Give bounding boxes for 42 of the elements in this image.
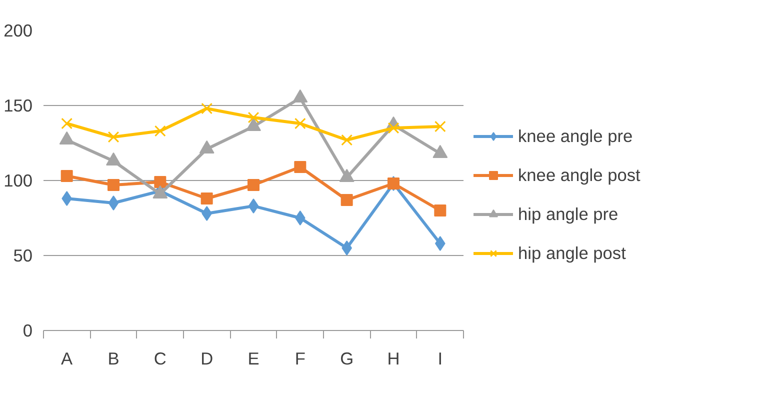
- point: [200, 192, 213, 204]
- point: [248, 198, 259, 214]
- y-tick-label: 0: [22, 320, 33, 340]
- point: [62, 191, 72, 206]
- point: [294, 118, 306, 130]
- point: [294, 161, 306, 173]
- point: [340, 194, 353, 206]
- point: [108, 131, 120, 143]
- point: [248, 179, 260, 191]
- y-tick-label: 100: [4, 170, 33, 190]
- x-tick-label: I: [438, 348, 443, 368]
- x-tick-label: D: [200, 348, 214, 368]
- x-tick-label: A: [61, 348, 74, 368]
- x-tick-label: F: [294, 348, 306, 368]
- point: [248, 112, 260, 124]
- point: [108, 179, 120, 191]
- y-tick-label: 200: [4, 20, 33, 40]
- point: [295, 210, 306, 226]
- point: [341, 134, 353, 146]
- point: [201, 102, 213, 114]
- y-tick-label: 150: [4, 96, 33, 116]
- legend-label: knee angle post: [518, 164, 640, 186]
- point: [202, 206, 212, 221]
- legend-label: hip angle pre: [518, 204, 618, 224]
- legend-label: knee angle pre: [518, 126, 633, 146]
- x-tick-label: B: [108, 348, 120, 368]
- point: [154, 176, 166, 188]
- x-tick-label: H: [387, 348, 400, 368]
- point: [434, 120, 446, 132]
- x-tick-label: E: [248, 348, 260, 368]
- point: [154, 125, 166, 137]
- y-tick-label: 50: [13, 246, 33, 266]
- x-tick-label: G: [340, 348, 354, 368]
- point: [435, 236, 446, 251]
- point: [434, 204, 446, 216]
- point: [108, 196, 119, 210]
- x-tick-label: C: [154, 348, 166, 368]
- point: [60, 170, 73, 182]
- point: [61, 118, 73, 130]
- point: [342, 240, 352, 256]
- legend-label: hip angle post: [518, 242, 626, 264]
- point: [388, 122, 400, 134]
